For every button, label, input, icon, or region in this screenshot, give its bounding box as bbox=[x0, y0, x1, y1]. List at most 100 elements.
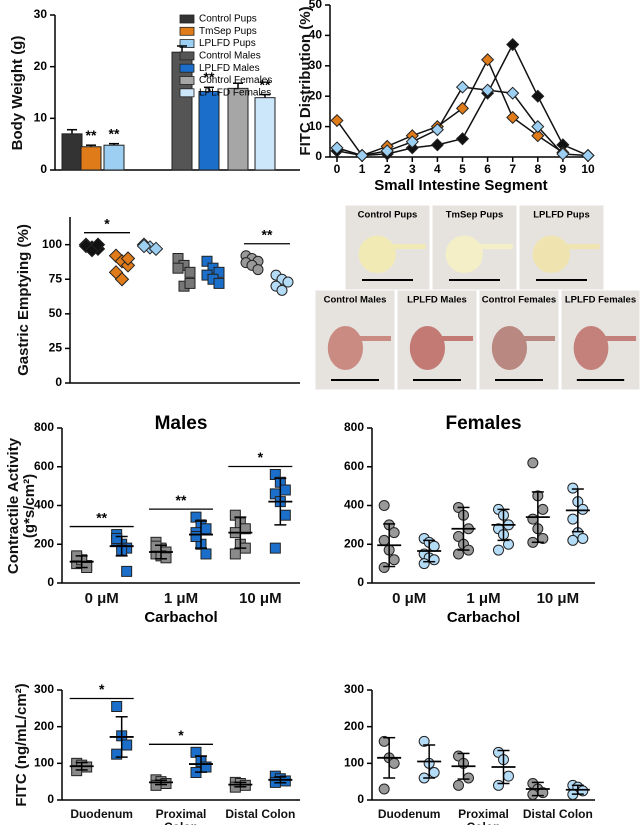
point bbox=[428, 554, 440, 566]
organ bbox=[573, 326, 609, 370]
photo-label: LPLFD Females bbox=[565, 295, 636, 306]
panel-title: Males bbox=[155, 413, 208, 434]
y-tick-label: 10 bbox=[34, 111, 48, 125]
point bbox=[378, 783, 390, 795]
x-tick-label: 1 bbox=[359, 162, 366, 176]
intestine bbox=[519, 336, 555, 341]
photo-label: LPLFD Males bbox=[407, 295, 467, 306]
point bbox=[378, 562, 390, 573]
y-tick-label: 75 bbox=[49, 271, 63, 285]
photo-label: Control Males bbox=[324, 295, 387, 306]
point bbox=[120, 251, 136, 266]
y-tick-label: 40 bbox=[309, 28, 323, 42]
y-tick-label: 200 bbox=[344, 719, 364, 733]
point bbox=[531, 129, 545, 143]
y-axis-label: FITC Distribution (%) bbox=[296, 6, 314, 156]
point bbox=[527, 789, 539, 800]
point bbox=[213, 266, 225, 278]
point bbox=[148, 241, 164, 257]
point bbox=[527, 513, 539, 525]
legend-label: Control Females bbox=[199, 75, 272, 86]
x-tick-label: 5 bbox=[459, 162, 466, 176]
point bbox=[111, 701, 123, 712]
y-tick-label: 30 bbox=[34, 7, 48, 21]
point bbox=[503, 770, 514, 782]
organ bbox=[358, 235, 396, 273]
legend-label: Control Pups bbox=[199, 14, 257, 25]
point bbox=[269, 542, 281, 554]
organ bbox=[445, 235, 483, 273]
x-tick-label: 0 μM bbox=[84, 590, 119, 607]
x-tick-label: 8 bbox=[534, 162, 541, 176]
y-tick-label: 800 bbox=[34, 420, 54, 434]
significance: * bbox=[104, 215, 110, 231]
point bbox=[506, 110, 520, 125]
y-tick-label: 0 bbox=[47, 575, 54, 589]
point bbox=[121, 739, 133, 751]
y-axis-label: Body Weight (g) bbox=[8, 35, 26, 150]
y-tick-label: 400 bbox=[34, 498, 54, 512]
point bbox=[388, 527, 400, 539]
y-tick-label: 400 bbox=[344, 498, 364, 512]
significance: ** bbox=[204, 69, 215, 85]
point bbox=[184, 277, 196, 289]
x-tick-label: 10 bbox=[581, 162, 595, 176]
y-tick-label: 800 bbox=[344, 420, 364, 434]
organ bbox=[409, 326, 445, 370]
significance: ** bbox=[176, 492, 187, 508]
point bbox=[506, 37, 520, 52]
y-tick-label: 600 bbox=[34, 459, 54, 473]
point bbox=[276, 284, 288, 296]
x-tick-label: Duodenum bbox=[377, 807, 441, 821]
y-tick-label: 100 bbox=[344, 756, 364, 770]
point bbox=[121, 565, 133, 577]
organ bbox=[532, 235, 570, 273]
point bbox=[418, 735, 430, 747]
organ bbox=[491, 326, 527, 370]
legend-label: LPLFD Males bbox=[199, 63, 260, 74]
point bbox=[330, 113, 344, 128]
series-line bbox=[336, 57, 564, 157]
point bbox=[388, 554, 400, 566]
point bbox=[430, 123, 444, 137]
intestine bbox=[561, 244, 600, 250]
legend-swatch bbox=[179, 51, 195, 61]
point bbox=[279, 484, 291, 496]
y-tick-label: 600 bbox=[344, 459, 364, 473]
point bbox=[567, 534, 579, 546]
significance: * bbox=[99, 681, 105, 697]
y-tick-label: 20 bbox=[34, 59, 48, 73]
legend-swatch bbox=[179, 88, 195, 98]
y-tick-label: 25 bbox=[49, 341, 63, 355]
point bbox=[567, 482, 579, 494]
photo-label: Control Pups bbox=[358, 210, 418, 221]
point bbox=[252, 264, 264, 276]
legend-swatch bbox=[179, 39, 195, 48]
x-tick-label: 1 μM bbox=[163, 590, 199, 607]
y-tick-label: 50 bbox=[49, 306, 63, 320]
point bbox=[213, 277, 225, 289]
bar bbox=[61, 133, 83, 171]
point bbox=[150, 540, 162, 552]
point bbox=[531, 89, 545, 103]
point bbox=[567, 513, 579, 525]
point bbox=[493, 779, 504, 791]
legend-swatch bbox=[179, 14, 195, 24]
bar bbox=[80, 146, 102, 171]
point bbox=[355, 148, 369, 163]
y-tick-label: 0 bbox=[315, 149, 322, 163]
significance: ** bbox=[262, 226, 273, 242]
point bbox=[506, 86, 520, 100]
bar bbox=[254, 97, 276, 171]
point bbox=[200, 548, 212, 560]
y-tick-label: 0 bbox=[357, 575, 364, 589]
photo-label: TmSep Pups bbox=[446, 210, 504, 221]
point bbox=[577, 532, 589, 544]
legend-label: Control Males bbox=[199, 51, 261, 62]
point bbox=[428, 540, 440, 552]
x-tick-label: 1 μM bbox=[466, 590, 501, 607]
intestine bbox=[474, 244, 513, 250]
point bbox=[453, 548, 464, 560]
x-tick-label: 0 bbox=[334, 162, 341, 176]
